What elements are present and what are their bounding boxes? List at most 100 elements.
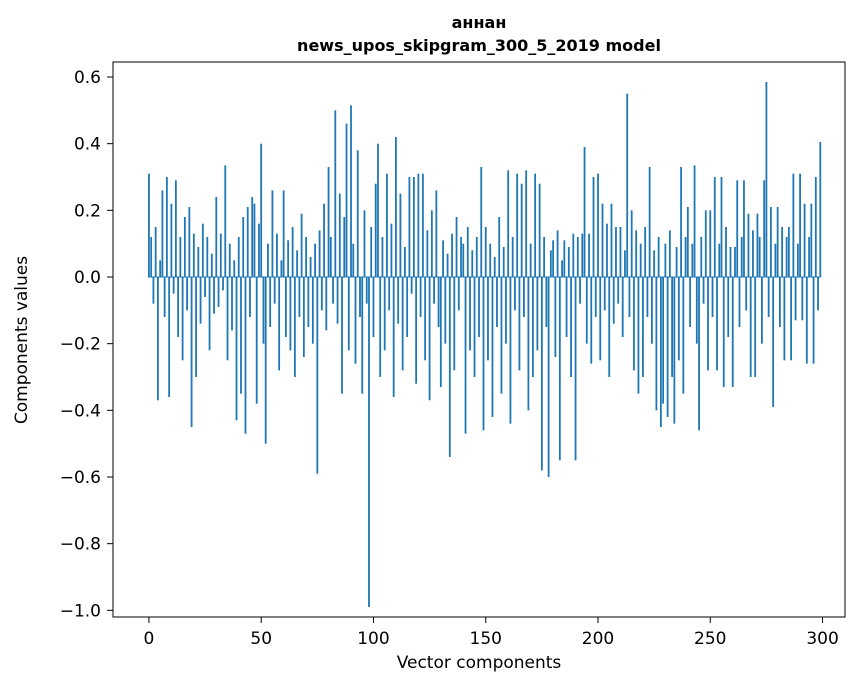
bar: [615, 227, 617, 277]
bar: [502, 247, 505, 277]
bar: [601, 203, 604, 277]
bar: [540, 277, 543, 471]
bar: [637, 277, 640, 394]
bar: [469, 277, 471, 351]
bar: [552, 240, 554, 277]
bar: [253, 203, 256, 277]
x-axis-label: Vector components: [397, 653, 562, 673]
bar: [778, 277, 781, 327]
y-tick-label: −0.6: [60, 468, 101, 488]
bar: [655, 277, 658, 411]
bar: [727, 277, 730, 337]
bar: [642, 277, 644, 377]
bar: [531, 277, 534, 377]
bar: [192, 233, 195, 277]
bar: [630, 210, 633, 277]
bar: [720, 177, 723, 277]
x-tick-label: 300: [806, 629, 838, 649]
bar: [756, 213, 759, 277]
bar: [163, 277, 166, 317]
bar: [332, 277, 334, 304]
bar: [345, 123, 348, 277]
bar: [487, 277, 489, 361]
bar: [269, 277, 272, 327]
bar: [264, 277, 267, 444]
bar: [219, 233, 222, 277]
bar: [763, 180, 766, 277]
bar: [644, 227, 647, 277]
bar: [464, 277, 467, 434]
bar: [320, 277, 323, 311]
x-tick-label: 250: [694, 629, 726, 649]
bar: [619, 227, 622, 277]
bar: [379, 277, 382, 377]
bar: [370, 227, 373, 277]
bar: [554, 277, 557, 357]
bar: [799, 173, 801, 277]
bar: [740, 237, 743, 277]
bar: [770, 207, 772, 277]
bar: [691, 243, 694, 277]
y-tick-label: −0.8: [60, 535, 101, 555]
bar: [363, 210, 366, 277]
bar: [282, 190, 285, 277]
bar: [161, 190, 164, 277]
bar: [617, 277, 620, 304]
bar: [442, 240, 444, 277]
bar: [174, 180, 177, 277]
bar: [491, 277, 494, 417]
bar: [296, 250, 299, 277]
bar: [466, 227, 469, 277]
bar: [311, 277, 314, 344]
bar: [361, 277, 364, 394]
bar: [505, 277, 507, 344]
bar: [743, 180, 745, 277]
bar: [365, 277, 368, 304]
bar: [496, 277, 498, 327]
bar: [285, 277, 287, 337]
bar: [417, 173, 420, 277]
bar: [507, 170, 510, 277]
bar: [206, 237, 209, 277]
bar: [291, 227, 294, 277]
bar: [157, 277, 159, 401]
bar: [781, 227, 784, 277]
x-tick-label: 200: [582, 629, 614, 649]
bar: [711, 277, 714, 317]
bar: [426, 230, 429, 277]
ticks-layer: 0 50 100 150 200 250 300 0.6 0.4 0.2 0.0 −0.2 −0.4 −0…: [60, 68, 839, 649]
bar: [307, 277, 310, 327]
bar: [249, 277, 251, 317]
bar: [260, 143, 263, 277]
bar: [592, 177, 595, 277]
bar: [242, 217, 245, 277]
bar: [150, 237, 153, 277]
x-tick-label: 50: [250, 629, 272, 649]
bar: [547, 277, 550, 477]
bar: [489, 243, 492, 277]
bar: [754, 277, 757, 377]
y-tick-label: −1.0: [60, 601, 101, 621]
bar: [475, 237, 478, 277]
bar: [406, 277, 409, 337]
bar: [651, 277, 653, 344]
bar: [684, 237, 687, 277]
bar: [267, 243, 269, 277]
bar: [646, 277, 649, 317]
bar: [545, 277, 548, 327]
bar: [653, 250, 656, 277]
bar: [298, 277, 301, 317]
bar: [235, 277, 238, 421]
bar: [767, 277, 770, 317]
bar: [215, 197, 218, 277]
bars-layer: [148, 82, 822, 607]
bar: [186, 277, 188, 311]
bar: [603, 277, 606, 311]
bar: [518, 277, 521, 371]
y-tick-label: 0.4: [74, 135, 101, 155]
bar: [222, 277, 224, 291]
bar: [738, 277, 741, 327]
bar: [700, 237, 703, 277]
bar: [412, 177, 415, 277]
